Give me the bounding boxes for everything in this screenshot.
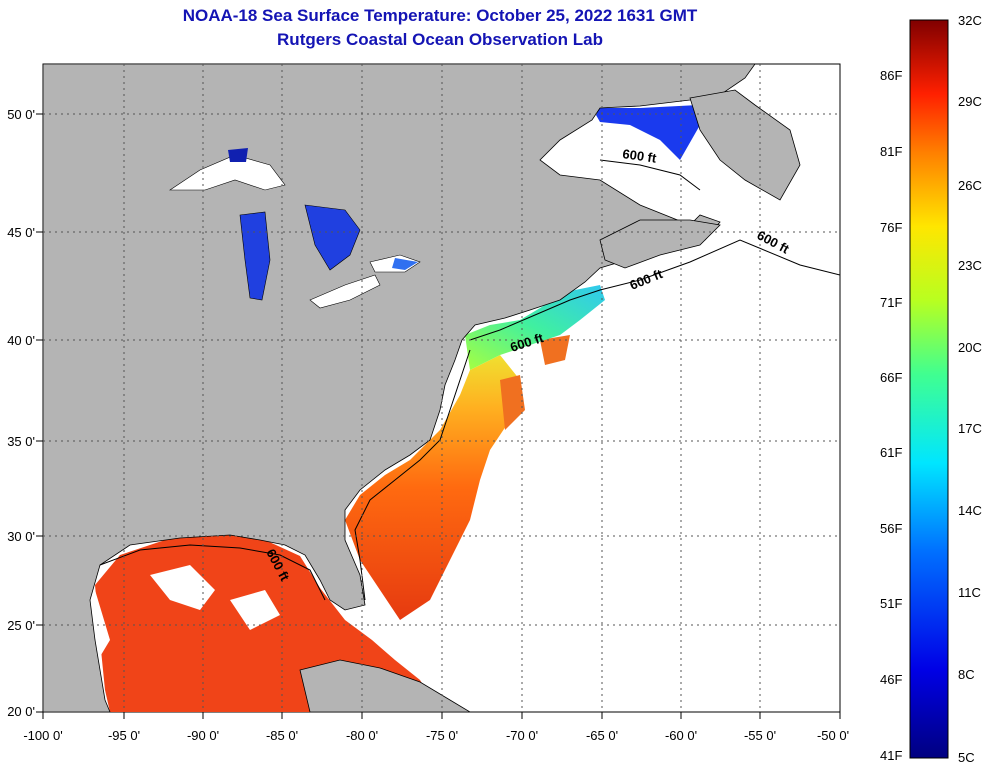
lat-label-25: 25 0'	[7, 618, 35, 633]
map-title: NOAA-18 Sea Surface Temperature: October…	[182, 6, 698, 25]
colorbar-c-32: 32C	[958, 13, 982, 28]
lat-label-30: 30 0'	[7, 529, 35, 544]
graticule	[43, 64, 840, 712]
colorbar-f-86: 86F	[880, 68, 902, 83]
lat-label-40: 40 0'	[7, 333, 35, 348]
lon-axis: -100 0' -95 0' -90 0' -85 0' -80 0' -75 …	[23, 712, 849, 743]
colorbar-f-61: 61F	[880, 445, 902, 460]
colorbar-c-29: 29C	[958, 94, 982, 109]
lake-ontario-data	[392, 258, 418, 270]
colorbar-gradient	[909, 19, 949, 759]
lon-label-60: -60 0'	[665, 728, 697, 743]
land-cuba	[299, 659, 471, 712]
colorbar-f-76: 76F	[880, 220, 902, 235]
colorbar-f-41: 41F	[880, 748, 902, 763]
lon-label-90: -90 0'	[187, 728, 219, 743]
lake-michigan-huron	[239, 204, 361, 301]
lon-label-65: -65 0'	[586, 728, 618, 743]
colorbar-c-5: 5C	[958, 750, 975, 765]
colorbar-f-56: 56F	[880, 521, 902, 536]
contour-label-stlawrence: 600 ft	[622, 146, 658, 166]
sst-gulf-stream	[345, 355, 520, 620]
color-legend: 86F 81F 76F 71F 66F 61F 56F 51F 46F 41F …	[880, 13, 982, 765]
lat-axis: 50 0' 45 0' 40 0' 35 0' 30 0' 25 0' 20 0…	[7, 107, 43, 719]
lake-superior-data	[228, 148, 248, 162]
colorbar-c-14: 14C	[958, 503, 982, 518]
colorbar-c-17: 17C	[958, 421, 982, 436]
lat-label-45: 45 0'	[7, 225, 35, 240]
lon-label-80: -80 0'	[346, 728, 378, 743]
lon-label-95: -95 0'	[108, 728, 140, 743]
colorbar-c-23: 23C	[958, 258, 982, 273]
lon-label-70: -70 0'	[506, 728, 538, 743]
land-north-america	[43, 64, 756, 712]
colorbar-f-51: 51F	[880, 596, 902, 611]
colorbar-c-8: 8C	[958, 667, 975, 682]
lat-label-50: 50 0'	[7, 107, 35, 122]
lon-label-55: -55 0'	[744, 728, 776, 743]
lake-erie-ontario	[309, 254, 421, 309]
lat-label-20: 20 0'	[7, 704, 35, 719]
map-subtitle: Rutgers Coastal Ocean Observation Lab	[277, 30, 603, 49]
lake-superior	[169, 154, 286, 191]
colorbar-c-11: 11C	[958, 585, 981, 600]
lon-label-50: -50 0'	[817, 728, 849, 743]
land-newfoundland	[689, 89, 801, 201]
colorbar-f-81: 81F	[880, 144, 902, 159]
sst-gulf-st-lawrence	[592, 104, 718, 160]
colorbar-c-20: 20C	[958, 340, 982, 355]
colorbar-f-71: 71F	[880, 295, 902, 310]
lon-label-100: -100 0'	[23, 728, 62, 743]
contour-600ft	[99, 159, 840, 601]
sst-atlantic-patch	[500, 335, 570, 430]
colorbar-f-46: 46F	[880, 672, 902, 687]
lon-label-75: -75 0'	[426, 728, 458, 743]
lat-label-35: 35 0'	[7, 434, 35, 449]
lon-label-85: -85 0'	[266, 728, 298, 743]
land-nova-scotia	[599, 219, 721, 269]
colorbar-f-66: 66F	[880, 370, 902, 385]
colorbar-c-26: 26C	[958, 178, 982, 193]
sst-shelf-water	[465, 285, 605, 370]
